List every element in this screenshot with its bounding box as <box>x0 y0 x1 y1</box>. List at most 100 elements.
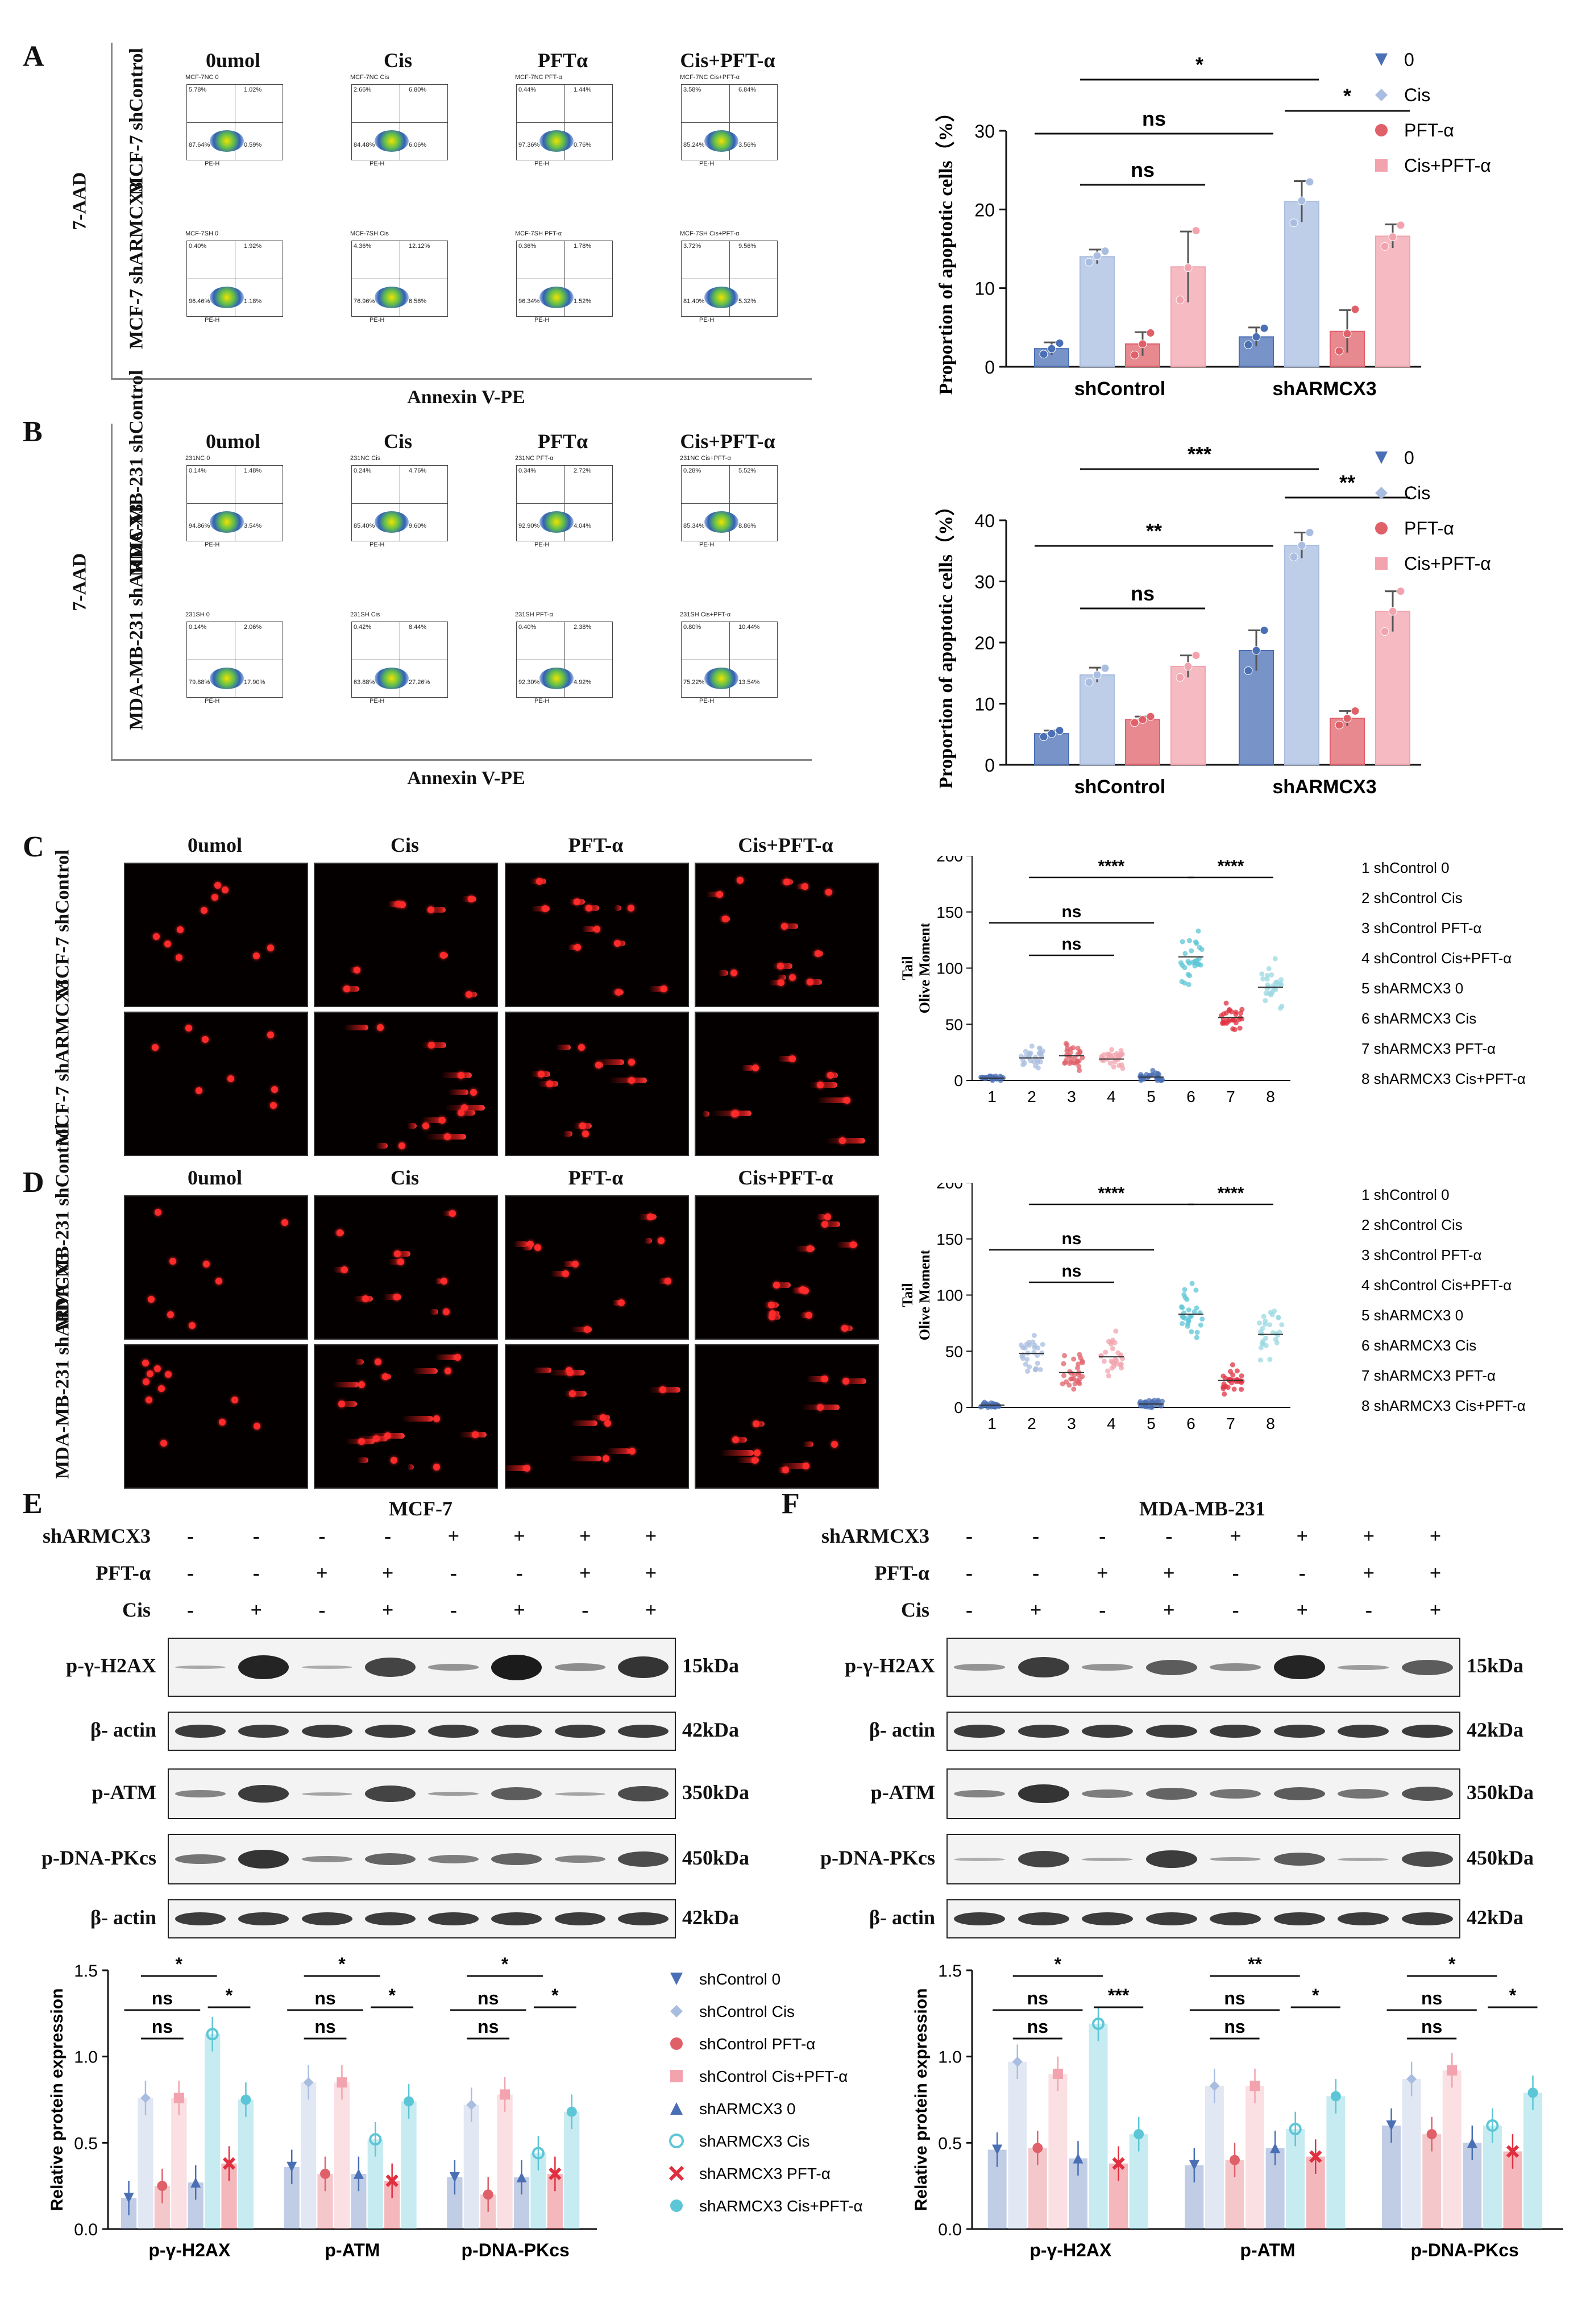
protein-band <box>364 1724 416 1738</box>
data-point <box>1066 1382 1072 1388</box>
q3-value: 92.30% <box>518 679 540 686</box>
y-tick-label: 0 <box>954 1399 963 1416</box>
comet-head <box>160 1440 168 1447</box>
comet-head <box>338 1401 346 1408</box>
data-point <box>1178 960 1184 966</box>
comet-head <box>227 1075 235 1082</box>
data-point <box>1270 2143 1281 2153</box>
comet-head <box>730 969 738 976</box>
y-axis-title: Proportion of apoptotic cells（%） <box>935 496 957 789</box>
q4-value: 13.54% <box>738 679 760 686</box>
q3-value: 96.46% <box>189 298 210 305</box>
flow-plot: 231NC 0 0.14% 1.48% 94.86% 3.54% PE-H <box>171 455 284 552</box>
data-point <box>1267 1357 1273 1362</box>
comet-head <box>805 1312 812 1319</box>
condition-label: shARMCX3 <box>42 1525 151 1547</box>
comet-image <box>695 1012 879 1156</box>
significance-label: * <box>501 1956 509 1974</box>
comet-head <box>433 1464 441 1471</box>
comet-head <box>219 1418 226 1426</box>
q2-value: 1.78% <box>574 243 592 250</box>
x-tick-label: 8 <box>1266 1415 1275 1432</box>
protein-band <box>1401 1851 1453 1867</box>
column-header: Cis <box>390 1166 419 1189</box>
cell-population <box>375 130 409 152</box>
data-point <box>1026 1340 1032 1345</box>
lane-sign: - <box>1032 1525 1040 1547</box>
column-header: Cis <box>383 430 412 453</box>
protein-band <box>1401 1659 1453 1675</box>
legend-label: 0 <box>1404 448 1414 468</box>
plot-box: 0.34% 2.72% 92.90% 4.04% <box>516 465 613 541</box>
lane-sign: + <box>1429 1525 1442 1547</box>
data-point <box>1223 1000 1229 1006</box>
comet-tail <box>581 926 595 933</box>
protein-band <box>1018 1657 1069 1677</box>
comet-head <box>827 1071 834 1079</box>
comet-tail <box>806 1376 827 1382</box>
protein-band <box>1338 1664 1389 1670</box>
data-point <box>1230 2155 1240 2165</box>
protein-band <box>954 1857 1006 1861</box>
y-tick-label: 0.0 <box>938 2221 962 2239</box>
cell-population <box>704 511 738 533</box>
lane-sign: + <box>579 1525 591 1547</box>
cross-stroke <box>549 2167 562 2181</box>
protein-band <box>1082 1789 1134 1799</box>
comet-head <box>175 954 182 962</box>
comet-tail <box>816 1097 848 1104</box>
data-point <box>1273 987 1278 993</box>
data-point <box>1380 627 1389 636</box>
q1-value: 4.36% <box>354 243 372 250</box>
data-point <box>1263 991 1269 996</box>
q2-value: 4.76% <box>409 467 427 474</box>
significance-label: ns <box>1061 1229 1081 1248</box>
data-point <box>1145 1404 1151 1410</box>
data-point <box>1297 541 1306 550</box>
lane-sign: + <box>1163 1561 1175 1584</box>
q4-value: 3.54% <box>244 523 262 529</box>
q4-value: 0.59% <box>244 142 262 148</box>
x-category-label: p-γ-H2AX <box>148 2240 231 2260</box>
plot-xlabel: PE-H <box>369 698 385 705</box>
data-point <box>1396 587 1405 596</box>
comet-tail <box>609 1078 647 1084</box>
data-point <box>1263 1335 1269 1341</box>
significance-label: ns <box>152 2016 173 2037</box>
bar <box>1205 2086 1224 2229</box>
data-point <box>1180 1321 1185 1327</box>
data-point <box>123 2193 134 2203</box>
column-header: Cis+PFT-α <box>680 430 775 453</box>
comet-head <box>722 915 729 923</box>
x-tick-label: 7 <box>1226 1088 1235 1105</box>
flow-plot: MCF-7SH PFT-α 0.36% 1.78% 96.34% 1.52% PE-H <box>500 230 614 327</box>
data-point <box>1263 998 1268 1004</box>
significance-label: * <box>551 1985 559 2006</box>
comet-head <box>176 926 184 934</box>
data-point <box>1112 1340 1118 1345</box>
cell-population <box>210 668 244 689</box>
y-tick-label: 50 <box>945 1016 963 1033</box>
data-point <box>1278 982 1284 988</box>
data-point <box>1118 1361 1124 1367</box>
comet-head <box>817 1081 824 1088</box>
data-point <box>1269 972 1274 977</box>
data-point <box>1146 329 1155 338</box>
cross-stroke <box>669 2165 684 2181</box>
comet-head <box>799 1286 807 1294</box>
y-tick-label: 150 <box>936 1231 963 1248</box>
plot-xlabel: PE-H <box>369 160 385 167</box>
protein-band <box>301 1724 352 1738</box>
bar-chart-f: 0.0 0.5 1.0 1.5 Relative protein expression p… <box>912 1956 1563 2260</box>
comet-tail <box>355 1359 364 1365</box>
q1-value: 0.42% <box>354 624 372 631</box>
data-point <box>1037 1045 1043 1051</box>
data-point <box>1268 992 1273 998</box>
q3-value: 63.88% <box>354 679 375 686</box>
comet-head <box>572 1260 579 1267</box>
data-point <box>1130 718 1139 727</box>
bar <box>1080 674 1115 765</box>
legend-marker <box>1375 557 1388 570</box>
protein-band <box>238 1655 289 1680</box>
plot-box: 3.72% 9.56% 81.40% 5.32% <box>681 241 778 317</box>
